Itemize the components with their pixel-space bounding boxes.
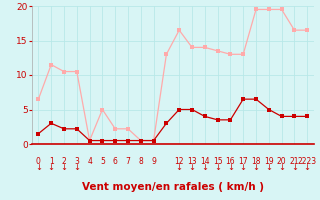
Text: ↓: ↓ bbox=[201, 163, 208, 172]
Text: ↓: ↓ bbox=[227, 163, 234, 172]
Text: ↓: ↓ bbox=[214, 163, 221, 172]
Text: ↓: ↓ bbox=[240, 163, 247, 172]
Text: ↓: ↓ bbox=[278, 163, 285, 172]
Text: ↓: ↓ bbox=[252, 163, 260, 172]
Text: ↓: ↓ bbox=[265, 163, 272, 172]
Text: ↓: ↓ bbox=[188, 163, 196, 172]
Text: ↓: ↓ bbox=[60, 163, 68, 172]
Text: ↓: ↓ bbox=[304, 163, 311, 172]
Text: ↓: ↓ bbox=[35, 163, 42, 172]
Text: ↓: ↓ bbox=[291, 163, 298, 172]
Text: ↓: ↓ bbox=[73, 163, 80, 172]
X-axis label: Vent moyen/en rafales ( km/h ): Vent moyen/en rafales ( km/h ) bbox=[82, 182, 264, 192]
Text: ↓: ↓ bbox=[176, 163, 183, 172]
Text: ↓: ↓ bbox=[48, 163, 55, 172]
